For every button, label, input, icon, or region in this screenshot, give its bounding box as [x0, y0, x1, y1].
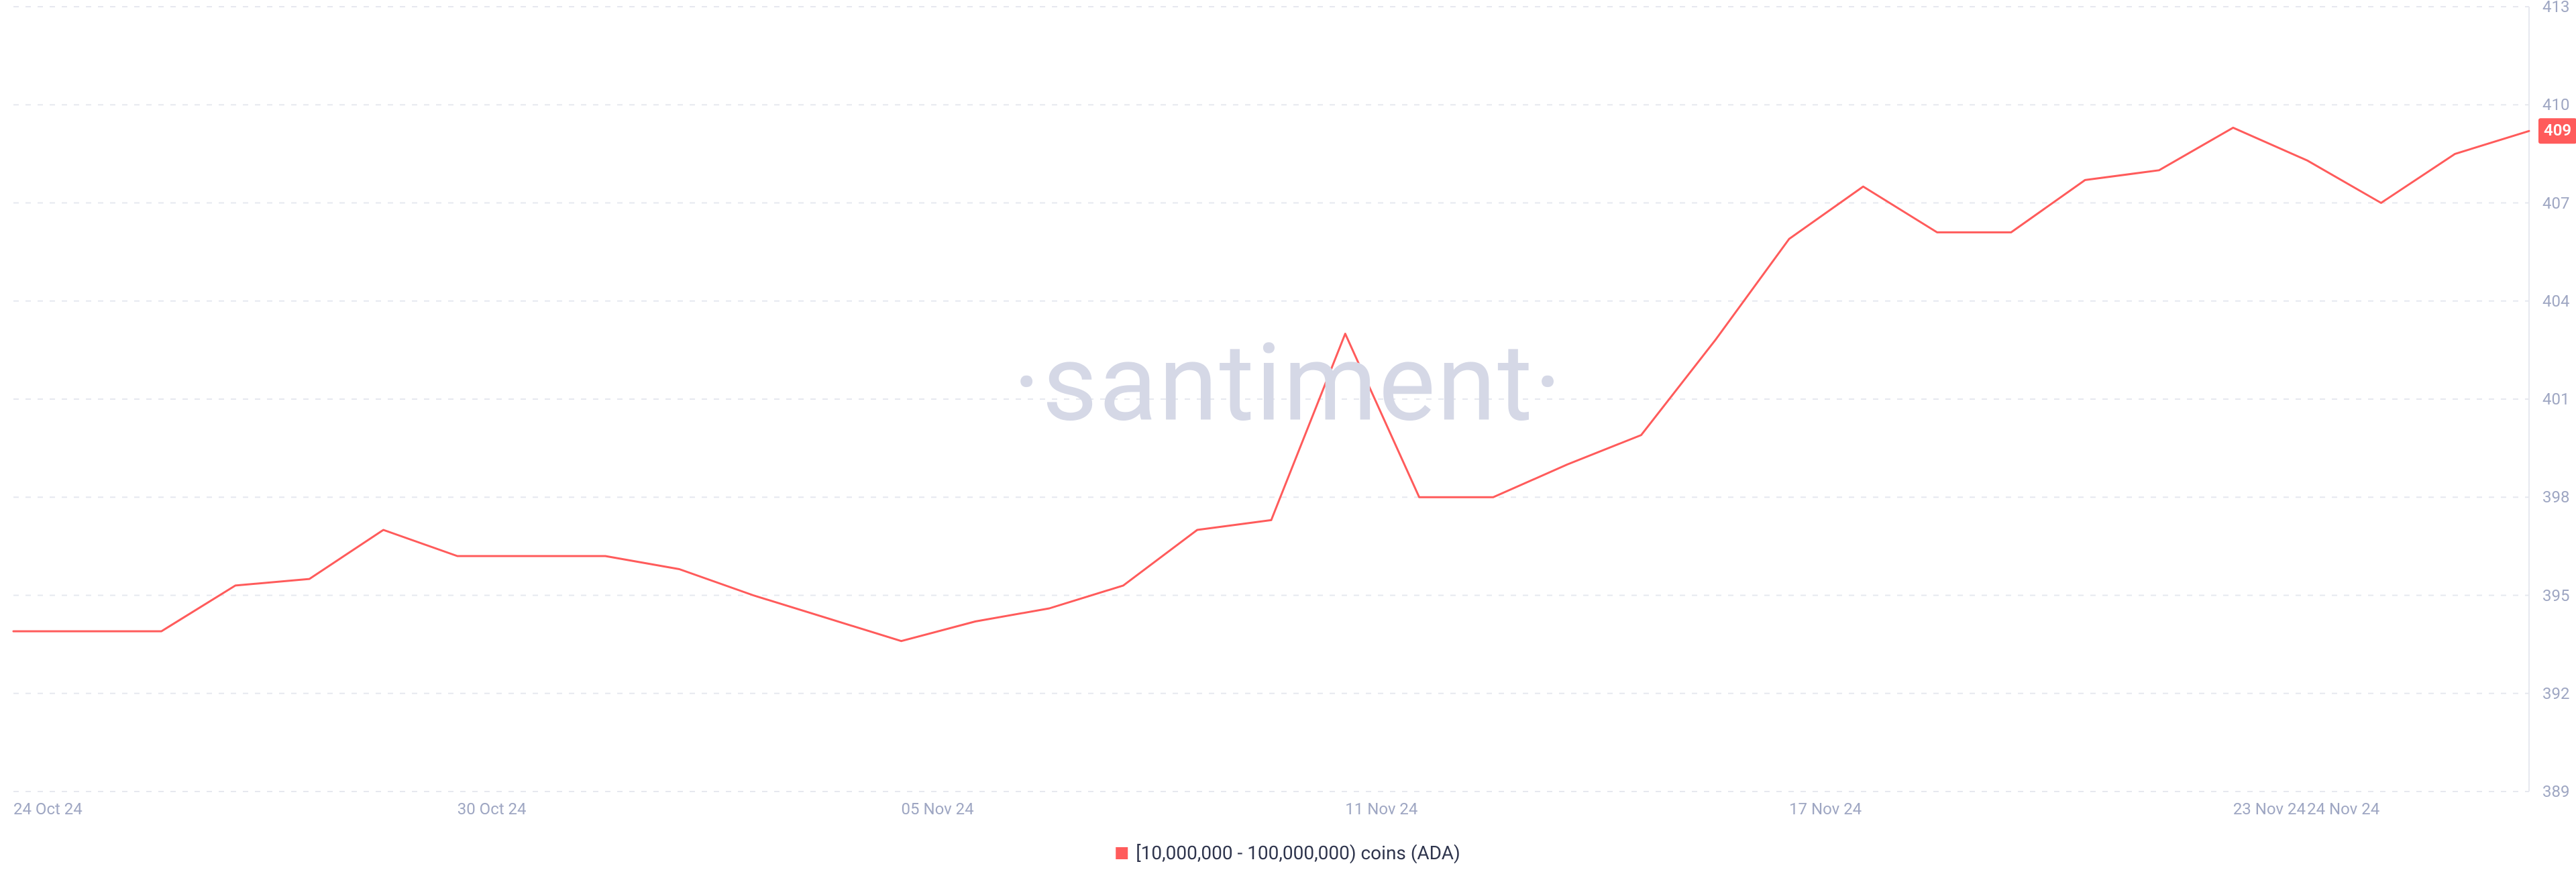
series-end-value-badge: 409 — [2538, 118, 2576, 144]
x-axis-tick-label: 17 Nov 24 — [1789, 800, 1862, 818]
x-axis-tick-label: 24 Oct 24 — [13, 800, 83, 818]
x-axis-tick-label: 24 Nov 24 — [2307, 800, 2379, 818]
legend[interactable]: [10,000,000 - 100,000,000) coins (ADA) — [1116, 842, 1460, 864]
chart-svg — [0, 0, 2576, 872]
y-axis-tick-label: 401 — [2542, 390, 2569, 408]
x-axis-tick-label: 05 Nov 24 — [902, 800, 974, 818]
x-axis-tick-label: 11 Nov 24 — [1345, 800, 1417, 818]
x-axis-tick-label: 23 Nov 24 — [2233, 800, 2306, 818]
y-axis-tick-label: 389 — [2542, 782, 2569, 801]
y-axis-tick-label: 404 — [2542, 292, 2569, 311]
y-axis-tick-label: 398 — [2542, 488, 2569, 506]
legend-label: [10,000,000 - 100,000,000) coins (ADA) — [1136, 842, 1460, 864]
legend-swatch — [1116, 847, 1128, 859]
y-axis-tick-label: 395 — [2542, 586, 2569, 605]
y-axis-tick-label: 410 — [2542, 95, 2569, 114]
x-axis-tick-label: 30 Oct 24 — [458, 800, 527, 818]
y-axis-tick-label: 407 — [2542, 194, 2569, 213]
y-axis-tick-label: 392 — [2542, 684, 2569, 703]
y-axis-tick-label: 413 — [2542, 0, 2569, 16]
line-chart-container: ·santiment· [10,000,000 - 100,000,000) c… — [0, 0, 2576, 872]
